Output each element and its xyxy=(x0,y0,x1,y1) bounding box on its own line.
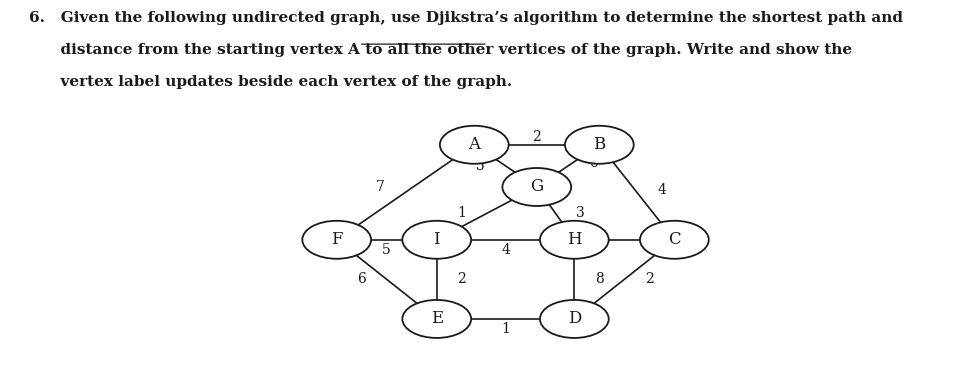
Text: F: F xyxy=(331,231,342,248)
Text: C: C xyxy=(667,231,680,248)
Text: 6.   Given the following undirected graph, use Djikstra’s algorithm to determine: 6. Given the following undirected graph,… xyxy=(29,11,902,25)
Ellipse shape xyxy=(402,221,471,259)
Ellipse shape xyxy=(439,126,508,164)
Text: 1: 1 xyxy=(456,206,466,221)
Text: 2: 2 xyxy=(531,130,541,144)
Text: D: D xyxy=(567,310,580,328)
Text: 2: 2 xyxy=(456,272,466,287)
Text: distance from the starting vertex A to all the other vertices of the graph. Writ: distance from the starting vertex A to a… xyxy=(29,43,851,57)
Ellipse shape xyxy=(539,221,608,259)
Text: H: H xyxy=(566,231,581,248)
Text: 3: 3 xyxy=(576,206,584,221)
Text: vertex label updates beside each vertex of the graph.: vertex label updates beside each vertex … xyxy=(29,75,511,89)
Ellipse shape xyxy=(539,300,608,338)
Text: B: B xyxy=(593,136,604,153)
Text: 4: 4 xyxy=(656,182,666,197)
Text: 4: 4 xyxy=(501,243,509,257)
Text: E: E xyxy=(431,310,442,328)
Ellipse shape xyxy=(402,300,471,338)
Text: 2: 2 xyxy=(644,272,653,287)
Text: 2: 2 xyxy=(644,233,653,247)
Text: A: A xyxy=(468,136,480,153)
Ellipse shape xyxy=(639,221,708,259)
Ellipse shape xyxy=(302,221,371,259)
Text: 5: 5 xyxy=(382,243,391,257)
Text: 3: 3 xyxy=(476,159,484,173)
Ellipse shape xyxy=(502,168,571,206)
Text: G: G xyxy=(530,178,543,196)
Text: 7: 7 xyxy=(376,180,384,194)
Text: 6: 6 xyxy=(588,156,597,170)
Ellipse shape xyxy=(564,126,633,164)
Text: I: I xyxy=(433,231,439,248)
Text: 8: 8 xyxy=(594,272,604,287)
Text: 6: 6 xyxy=(357,272,366,287)
Text: 1: 1 xyxy=(501,322,509,337)
